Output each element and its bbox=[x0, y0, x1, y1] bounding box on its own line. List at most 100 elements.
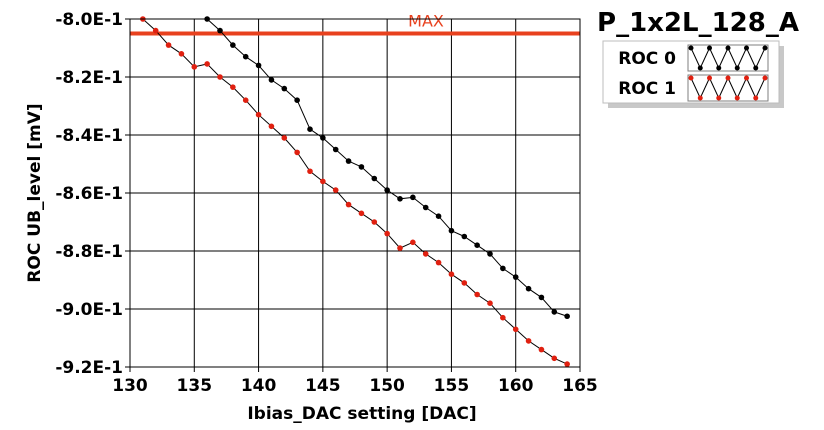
data-point bbox=[500, 314, 506, 321]
legend-label: ROC 0 bbox=[618, 49, 676, 69]
y-tick-label: -8.4E-1 bbox=[55, 126, 123, 146]
data-point bbox=[525, 285, 532, 292]
y-tick-label: -8.2E-1 bbox=[55, 68, 123, 88]
data-point bbox=[461, 280, 468, 286]
data-point bbox=[242, 97, 249, 103]
data-point bbox=[551, 355, 558, 362]
x-axis-title: Ibias_DAC setting [DAC] bbox=[247, 404, 476, 424]
data-point bbox=[538, 294, 545, 301]
legend-swatch-marker bbox=[725, 75, 731, 81]
data-point bbox=[332, 187, 339, 193]
data-point bbox=[307, 168, 313, 175]
data-point bbox=[564, 313, 570, 320]
data-point bbox=[564, 361, 570, 367]
data-point bbox=[332, 146, 339, 153]
legend-swatch-marker bbox=[688, 45, 694, 51]
legend-swatch-marker bbox=[697, 95, 703, 101]
legend-swatch-marker bbox=[762, 75, 768, 81]
chart-title: P_1x2L_128_A bbox=[597, 8, 799, 38]
series-line bbox=[142, 18, 568, 365]
data-point bbox=[512, 326, 519, 333]
legend-swatch-marker bbox=[744, 45, 749, 51]
legend-swatch-marker bbox=[716, 95, 722, 101]
legend-label: ROC 1 bbox=[618, 79, 676, 99]
data-point bbox=[474, 242, 480, 248]
y-axis: -8.0E-1 -8.2E-1 -8.4E-1 -8.6E-1 -8.8E-1 -9.0E… bbox=[55, 10, 130, 378]
data-point bbox=[461, 233, 468, 240]
data-point bbox=[345, 158, 352, 164]
data-point bbox=[165, 42, 172, 48]
data-point bbox=[474, 291, 480, 298]
data-point bbox=[397, 196, 403, 202]
legend-swatch-marker bbox=[753, 95, 759, 101]
x-tick-label: 160 bbox=[498, 376, 534, 396]
data-point bbox=[255, 62, 262, 69]
x-tick-label: 130 bbox=[112, 376, 148, 396]
legend-swatch-marker bbox=[725, 45, 731, 51]
y-tick-label: -8.8E-1 bbox=[55, 242, 123, 262]
data-point bbox=[178, 51, 185, 57]
data-point bbox=[152, 27, 159, 34]
data-point bbox=[242, 53, 249, 60]
legend-swatch-marker bbox=[716, 65, 722, 71]
data-point bbox=[371, 175, 378, 182]
x-tick-label: 165 bbox=[562, 376, 598, 396]
data-point bbox=[204, 61, 210, 67]
data-point bbox=[435, 259, 442, 266]
legend-swatch-marker bbox=[762, 45, 768, 51]
data-point bbox=[500, 265, 506, 272]
data-point bbox=[255, 111, 262, 118]
series-1 bbox=[140, 16, 570, 367]
data-point bbox=[294, 149, 300, 156]
data-point bbox=[487, 300, 493, 307]
x-tick-label: 145 bbox=[305, 376, 341, 396]
series-group bbox=[140, 16, 570, 367]
series-0 bbox=[204, 16, 570, 320]
legend-entries: ROC 0 ROC 1 bbox=[618, 44, 769, 102]
legend-swatch-marker bbox=[688, 75, 694, 81]
data-point bbox=[320, 178, 326, 185]
y-tick-label: -8.6E-1 bbox=[55, 184, 123, 204]
data-point bbox=[345, 201, 352, 208]
data-point bbox=[410, 239, 416, 246]
legend-swatch-marker bbox=[753, 65, 759, 71]
data-point bbox=[422, 204, 429, 211]
data-point bbox=[320, 135, 326, 141]
data-point bbox=[230, 42, 236, 48]
data-point bbox=[512, 274, 519, 280]
x-tick-label: 140 bbox=[241, 376, 277, 396]
legend-swatch-marker bbox=[734, 65, 740, 71]
data-point bbox=[268, 123, 275, 130]
data-point bbox=[448, 271, 455, 278]
data-point bbox=[525, 338, 532, 344]
data-point bbox=[410, 194, 416, 201]
legend: ROC 0 ROC 1 bbox=[602, 40, 784, 108]
data-point bbox=[487, 251, 493, 257]
data-point bbox=[448, 227, 455, 234]
legend-swatch-marker bbox=[744, 75, 749, 81]
data-point bbox=[281, 85, 288, 92]
data-point bbox=[217, 74, 223, 80]
data-point bbox=[307, 126, 313, 132]
y-tick-label: -9.0E-1 bbox=[55, 300, 123, 320]
x-tick-label: 135 bbox=[177, 376, 213, 396]
data-point bbox=[397, 245, 403, 251]
legend-swatch-marker bbox=[707, 75, 712, 81]
data-point bbox=[538, 346, 545, 353]
data-point bbox=[281, 135, 288, 141]
data-point bbox=[371, 219, 378, 225]
y-axis-title: ROC UB_level [mV] bbox=[25, 103, 45, 282]
data-point bbox=[358, 164, 365, 170]
max-reference: MAX bbox=[130, 12, 580, 36]
data-point bbox=[230, 84, 236, 90]
x-tick-label: 150 bbox=[369, 376, 405, 396]
data-point bbox=[191, 64, 198, 70]
x-tick-label: 155 bbox=[434, 376, 470, 396]
max-label: MAX bbox=[408, 12, 444, 31]
legend-swatch-marker bbox=[707, 45, 712, 51]
data-point bbox=[384, 187, 390, 193]
legend-swatch-marker bbox=[697, 65, 703, 71]
data-point bbox=[358, 210, 365, 217]
data-point bbox=[217, 27, 223, 34]
